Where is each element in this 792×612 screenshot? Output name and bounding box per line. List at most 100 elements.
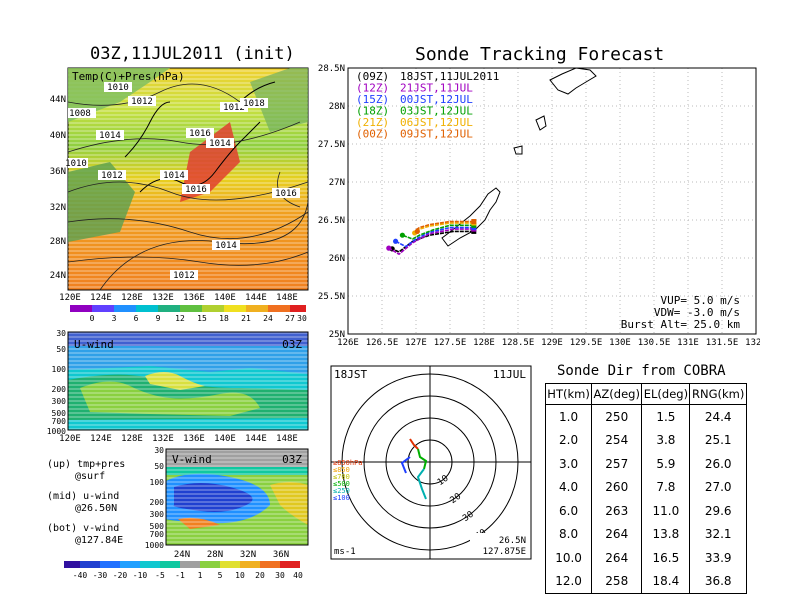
table-title: Sonde Dir from COBRA	[557, 363, 726, 379]
track-end-point	[393, 238, 399, 244]
legend-code: (12Z)	[356, 82, 389, 95]
svg-text:9: 9	[156, 314, 161, 323]
hodograph-trace-mid	[417, 448, 428, 470]
legend-code: (18Z)	[356, 105, 389, 118]
svg-text:≤500: ≤500	[333, 480, 350, 488]
svg-text:132E: 132E	[152, 293, 174, 303]
svg-text:30: 30	[154, 446, 164, 455]
svg-text:24N: 24N	[50, 271, 66, 281]
isobar-label: 1016	[189, 129, 211, 139]
x-tick-label: 127.5E	[434, 338, 467, 348]
legend-code: (09Z)	[356, 70, 389, 83]
legend-label: 21JST,11JUL	[400, 82, 473, 95]
legend-label: 06JST,12JUL	[400, 116, 473, 129]
x-tick-label: 129.5E	[570, 338, 603, 348]
svg-text:≤250: ≤250	[333, 487, 350, 495]
svg-text:200: 200	[150, 498, 165, 507]
y-tick-label: 27N	[329, 178, 345, 188]
svg-text:136E: 136E	[183, 434, 205, 443]
svg-text:-5: -5	[155, 571, 165, 580]
x-tick-label: 130.5E	[638, 338, 671, 348]
table-row: 4.0 260 7.8 27.0	[544, 475, 747, 499]
track-line	[402, 224, 474, 240]
y-tick-label: 26N	[329, 254, 345, 264]
isobar-label: 1012	[223, 103, 245, 113]
svg-text:300: 300	[150, 510, 165, 519]
y-tick-label: 25.5N	[318, 292, 345, 302]
svg-text:50: 50	[56, 345, 66, 354]
hodograph-time: 18JST	[334, 368, 367, 381]
u-wind-label: U-wind	[74, 338, 114, 351]
v-wind-panel: V-wind 03Z 30 50 100 200 300 500 700 100…	[145, 446, 309, 560]
table-header: RNG(km)	[689, 383, 747, 405]
x-tick-label: 131E	[677, 338, 699, 348]
hodograph-trace-top	[400, 456, 411, 474]
svg-text:30: 30	[275, 571, 285, 580]
x-tick-label: 129E	[541, 338, 563, 348]
isobar-label: 1008	[69, 109, 91, 119]
track-line	[395, 226, 474, 248]
temperature-colorbar	[70, 305, 306, 312]
table-row: 1.0 250 1.5 24.4	[544, 404, 747, 429]
svg-text:30: 30	[297, 314, 307, 323]
svg-text:≤700: ≤700	[333, 473, 350, 481]
hodograph-lat: 26.5N	[499, 536, 526, 546]
isobar-label: 1010	[65, 159, 87, 169]
svg-text:20: 20	[255, 571, 265, 580]
svg-text:-1: -1	[175, 571, 185, 580]
svg-text:18: 18	[219, 314, 229, 323]
svg-text:144E: 144E	[245, 293, 267, 303]
svg-text:10: 10	[235, 571, 245, 580]
isobar-label: 1014	[163, 171, 185, 181]
track-launch-point	[471, 219, 477, 225]
x-tick-label: 130E	[609, 338, 631, 348]
x-tick-label: 128.5E	[502, 338, 535, 348]
svg-text:700: 700	[150, 530, 165, 539]
x-tick-label: 127E	[405, 338, 427, 348]
legend-label: 03JST,12JUL	[400, 105, 473, 118]
hodograph-panel: 10 20 30 40 18JST 11JUL ≥850hPa ≤850 ≤70…	[330, 365, 532, 560]
hodograph-trace-upper	[416, 468, 427, 500]
svg-text:120E: 120E	[59, 434, 81, 443]
legend-code: (15Z)	[356, 93, 389, 106]
legend-code: (00Z)	[356, 128, 389, 141]
svg-text:-20: -20	[113, 571, 128, 580]
sonde-tracking-chart: 126E 126.5E 127E 127.5E 128E 128.5E 129E 129.5E…	[318, 64, 760, 348]
svg-text:100: 100	[150, 478, 165, 487]
hodograph-date: 11JUL	[493, 368, 526, 381]
sonde-direction-table: HT(km) AZ(deg) EL(deg) RNG(km) 1.0 250 1.5…	[544, 383, 747, 594]
table-row: 3.0 257 5.9 26.0	[544, 452, 747, 476]
panel-notes: (up) tmp+pres @surf (mid) u-wind @26.50N (…	[47, 459, 126, 546]
svg-text:700: 700	[52, 417, 67, 426]
isobar-label: 1012	[131, 97, 153, 107]
svg-text:32N: 32N	[50, 203, 66, 213]
isobar-label: 1012	[101, 171, 123, 181]
isobar-label: 1012	[173, 271, 195, 281]
hodograph-units: ms-1	[334, 547, 356, 557]
svg-text:500: 500	[150, 522, 165, 531]
svg-text:3: 3	[112, 314, 117, 323]
y-tick-label: 26.5N	[318, 216, 345, 226]
svg-text:28N: 28N	[207, 550, 223, 560]
x-tick-label: 126.5E	[366, 338, 399, 348]
table-row: 6.0 263 11.0 29.6	[544, 499, 747, 523]
isobar-label: 1018	[243, 99, 265, 109]
svg-text:-10: -10	[133, 571, 148, 580]
left-title: 03Z,11JUL2011 (init)	[90, 44, 295, 64]
svg-text:24: 24	[263, 314, 273, 323]
svg-text:15: 15	[197, 314, 207, 323]
track-line	[388, 228, 474, 256]
table-row: 12.0 258 18.4 36.8	[544, 569, 747, 594]
isobar-label: 1014	[209, 139, 231, 149]
svg-text:6: 6	[134, 314, 139, 323]
svg-text:40: 40	[293, 571, 303, 580]
svg-text:124E: 124E	[90, 434, 112, 443]
svg-text:140E: 140E	[214, 293, 236, 303]
table-row: 8.0 264 13.8 32.1	[544, 522, 747, 546]
u-wind-time: 03Z	[282, 338, 302, 351]
param-vup: VUP= 5.0 m/s	[661, 294, 740, 307]
track-end-point	[386, 245, 392, 251]
table-header: EL(deg)	[641, 383, 691, 405]
svg-text:144E: 144E	[245, 434, 267, 443]
legend-label: 18JST,11JUL2011	[400, 70, 499, 83]
